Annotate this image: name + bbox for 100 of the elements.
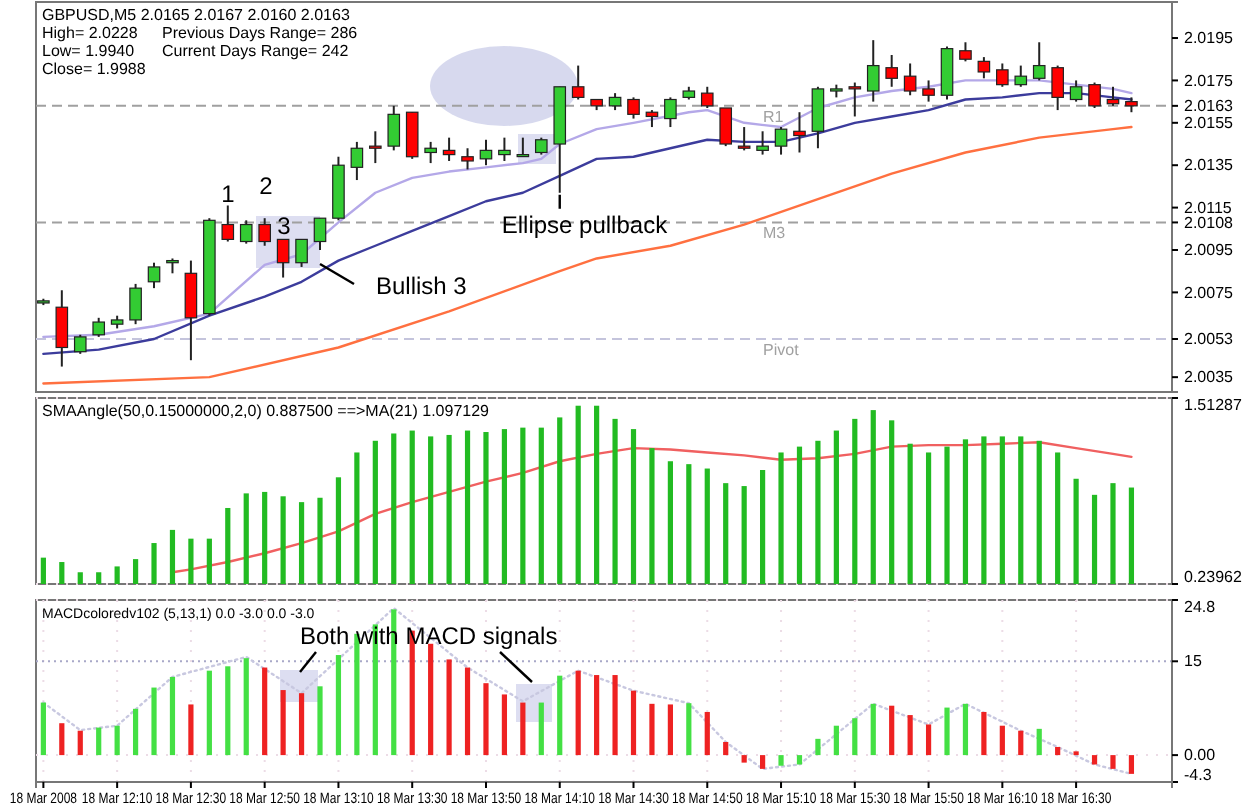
bar: [999, 725, 1005, 756]
bar: [298, 693, 305, 756]
candlestick: [848, 81, 862, 118]
candlestick: [498, 136, 511, 162]
bar: [557, 675, 563, 756]
candlestick: [1106, 85, 1120, 107]
candlestick: [885, 53, 899, 88]
annotation: Current Days Range= 242: [162, 42, 350, 60]
y-tick-label: 2.0155: [1184, 113, 1235, 132]
candlestick: [147, 261, 161, 290]
bar: [1091, 755, 1098, 765]
bar: [169, 676, 176, 756]
candlestick: [221, 204, 235, 243]
annotation: Bullish 3: [376, 271, 468, 300]
y-tick-label: 2.0053: [1184, 330, 1235, 349]
candlestick: [369, 130, 382, 165]
bar: [778, 755, 784, 766]
bar: [833, 725, 839, 756]
bar: [114, 725, 120, 756]
bar: [1128, 755, 1135, 774]
y-tick-label: 2.0195: [1184, 29, 1235, 48]
bar: [925, 724, 932, 756]
ref-line-label: R1: [763, 107, 785, 126]
y-tick-label: 2.0175: [1184, 71, 1235, 90]
candlestick: [405, 111, 419, 160]
line-series: [42, 125, 1133, 385]
bar: [815, 738, 821, 756]
bar: [59, 723, 65, 756]
bar: [132, 708, 139, 756]
bar: [262, 667, 268, 756]
y-tick-label: 2.0108: [1184, 213, 1235, 232]
bar: [796, 755, 803, 765]
annotation: Ellipse pullback: [501, 210, 670, 239]
bar: [40, 702, 46, 756]
candlestick: [811, 85, 825, 150]
bar: [501, 694, 508, 756]
candlestick: [719, 106, 733, 148]
bar: [243, 658, 249, 756]
annotation: Previous Days Range= 286: [162, 24, 359, 42]
y-tick-label: 0.00: [1184, 746, 1217, 765]
candlestick: [774, 126, 788, 156]
annotation: 1: [221, 180, 236, 208]
y-tick-label: 2.0115: [1184, 198, 1233, 217]
bar: [151, 687, 157, 756]
bar: [760, 755, 766, 769]
bar: [1036, 728, 1042, 756]
bar: [944, 707, 950, 756]
candlestick: [55, 289, 69, 368]
bar: [575, 670, 581, 756]
candlestick: [184, 259, 198, 362]
candlestick: [442, 136, 456, 162]
bar: [1055, 746, 1061, 756]
candlestick: [424, 140, 437, 165]
bar: [1110, 755, 1116, 769]
candlestick: [295, 238, 308, 268]
bar: [981, 711, 987, 756]
candlestick: [903, 62, 917, 97]
bar: [962, 703, 969, 756]
bar: [723, 741, 729, 756]
candlestick: [922, 79, 935, 103]
bar: [852, 718, 858, 756]
chart-title: GBPUSD,M5 2.0165 2.0167 2.0160 2.0163: [42, 6, 351, 24]
candlestick: [387, 104, 401, 152]
candlestick: [129, 282, 142, 326]
bar: [483, 683, 489, 756]
bar: [538, 702, 544, 756]
candlestick: [1088, 81, 1101, 109]
annotation: 2: [259, 172, 274, 200]
candlestick: [793, 111, 806, 154]
bar: [594, 675, 600, 756]
bar: [907, 715, 913, 756]
y-tick-label: -4.3: [1184, 766, 1213, 785]
bar: [741, 755, 747, 763]
bar: [188, 704, 194, 756]
bar: [612, 675, 618, 756]
bar: [428, 643, 434, 756]
bar: [630, 690, 637, 756]
bar: [280, 690, 286, 756]
bar: [889, 705, 895, 756]
y-tick-label: 2.0095: [1184, 241, 1235, 260]
y-tick-label: 24.8: [1184, 598, 1217, 616]
candlestick: [1014, 64, 1028, 88]
bar: [77, 730, 83, 756]
bar: [1018, 730, 1024, 756]
ref-line-label: Pivot: [763, 341, 801, 360]
y-tick-label: 0.23962: [1184, 568, 1243, 587]
y-tick-label: 1.51287: [1184, 396, 1243, 414]
candlestick: [73, 333, 87, 355]
ref-line-label: M3: [763, 224, 787, 243]
candlestick: [959, 41, 972, 63]
candlestick: [461, 147, 474, 171]
candlestick: [92, 316, 106, 338]
bar: [206, 670, 212, 756]
candlestick: [700, 85, 714, 109]
candlestick: [664, 96, 677, 129]
candlestick: [756, 130, 769, 156]
bar: [686, 703, 692, 756]
bar: [317, 686, 323, 756]
candlestick: [977, 56, 991, 80]
candlestick: [627, 96, 640, 120]
